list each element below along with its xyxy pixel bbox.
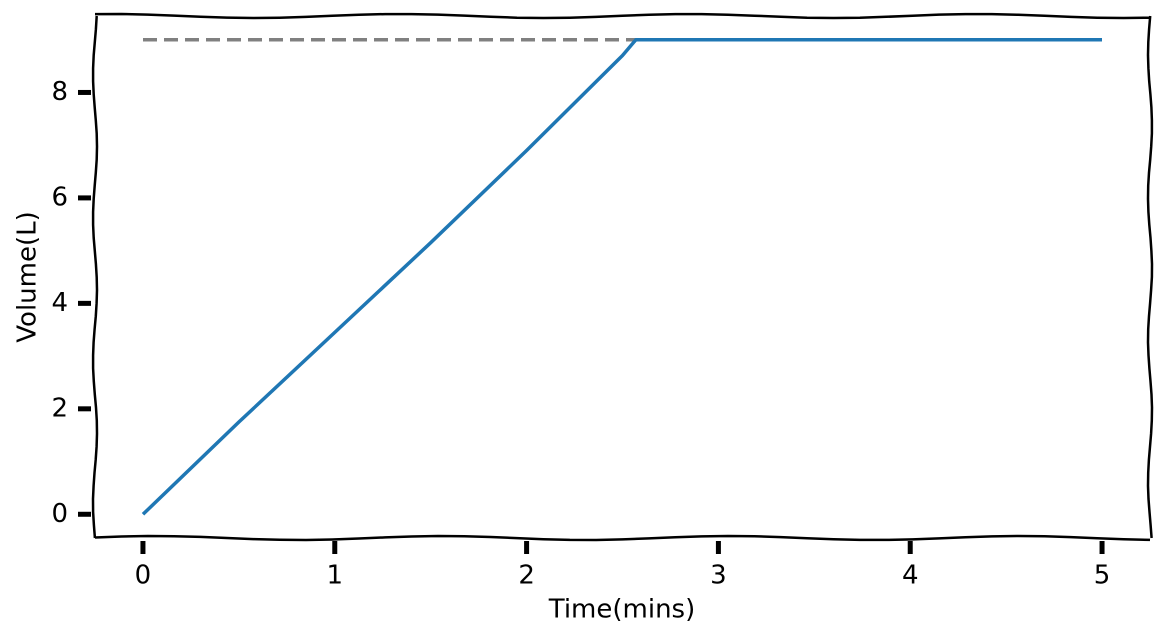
- x-tick-label: 0: [135, 561, 152, 591]
- y-tick-label: 2: [51, 393, 68, 423]
- data-line: [141, 37, 1102, 516]
- y-tick-label: 4: [51, 288, 68, 318]
- y-tick-label: 8: [51, 77, 68, 107]
- x-tick-label: 5: [1094, 561, 1111, 591]
- y-axis-label: Volume(L): [13, 211, 43, 342]
- x-tick-label: 2: [518, 561, 535, 591]
- x-axis-label: Time(mins): [548, 595, 696, 625]
- y-tick-label: 0: [51, 499, 68, 529]
- x-tick-label: 3: [710, 561, 727, 591]
- x-tick-label: 4: [902, 561, 919, 591]
- y-tick-label: 6: [51, 182, 68, 212]
- x-tick-label: 1: [326, 561, 343, 591]
- plot-frame: [91, 12, 1154, 542]
